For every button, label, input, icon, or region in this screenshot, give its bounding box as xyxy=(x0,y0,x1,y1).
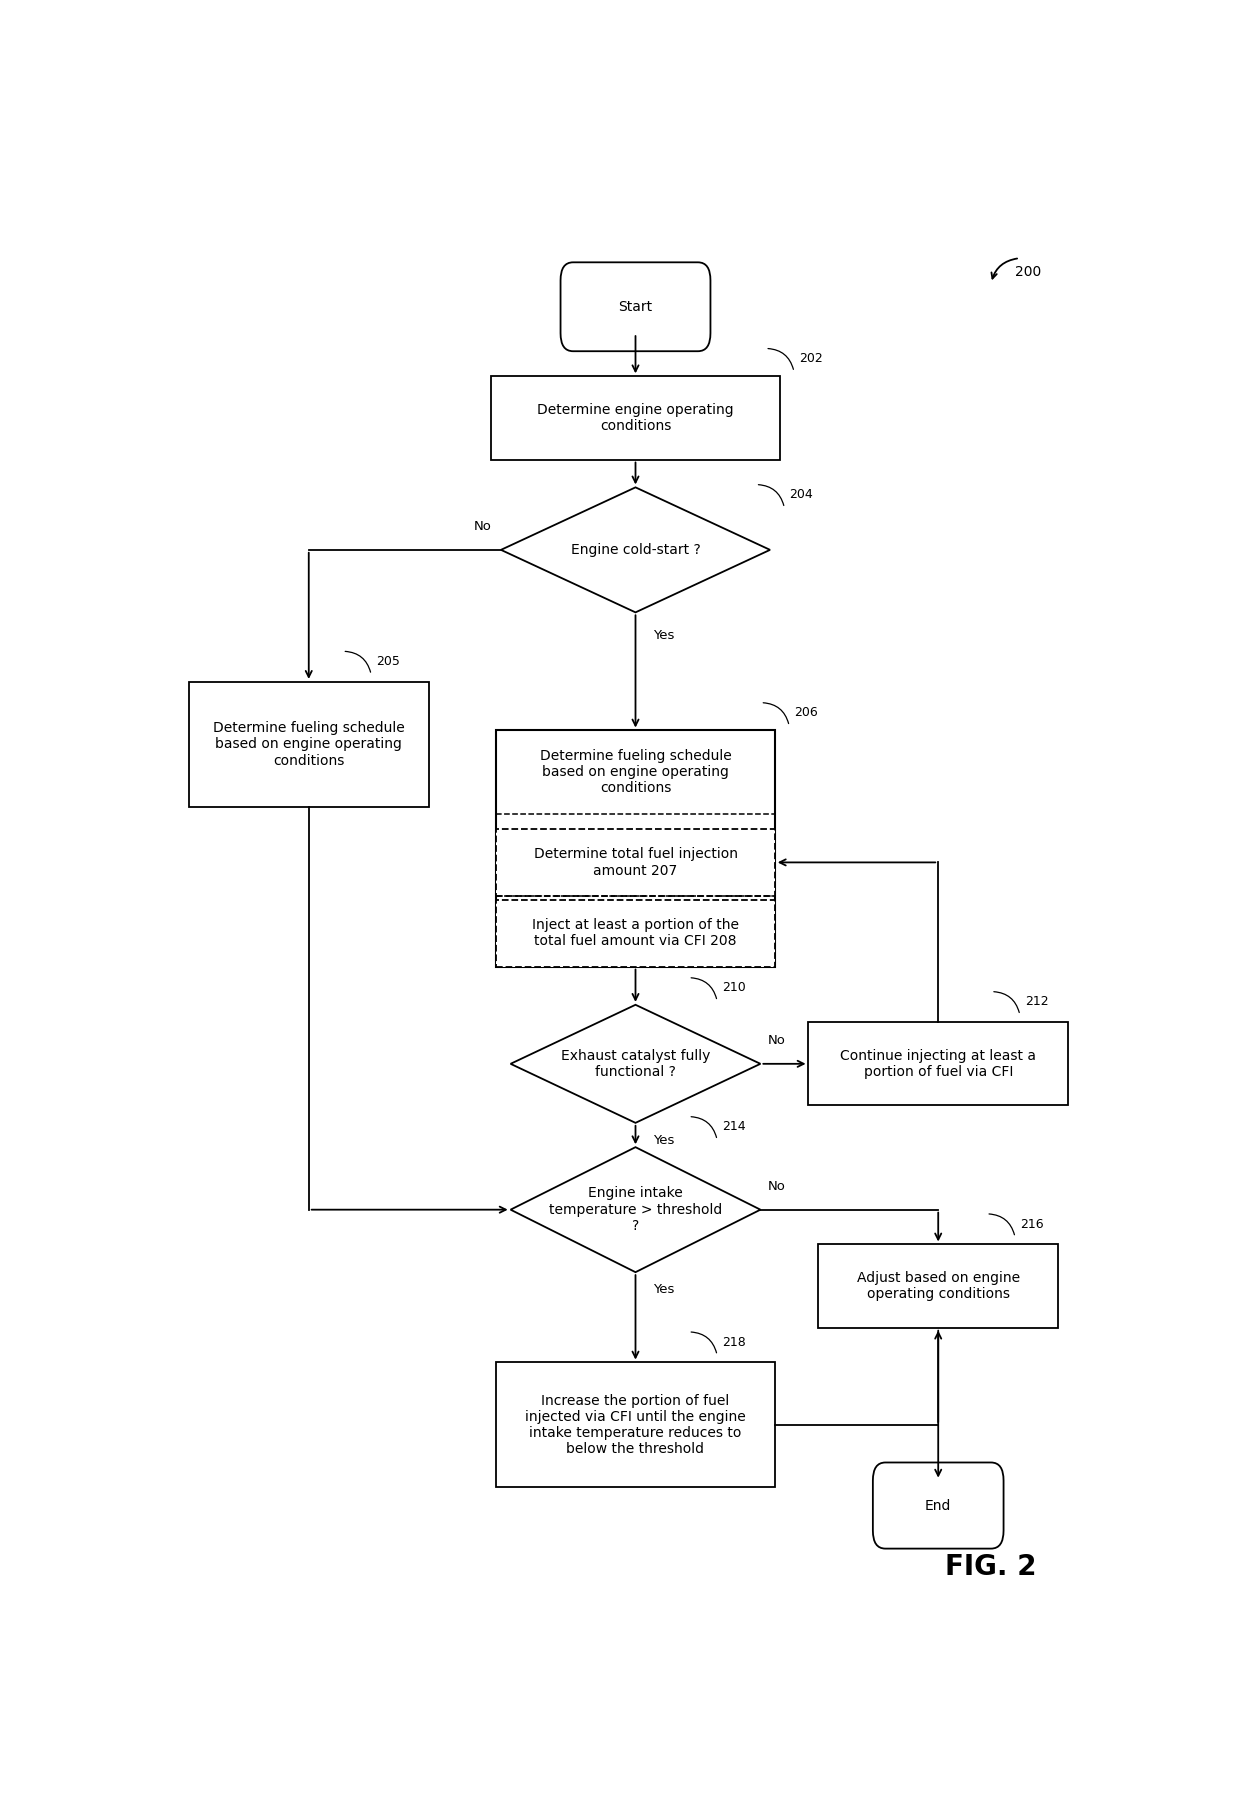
Text: 210: 210 xyxy=(722,981,745,994)
Text: Determine fueling schedule
based on engine operating
conditions: Determine fueling schedule based on engi… xyxy=(213,722,404,767)
Text: 200: 200 xyxy=(1016,265,1042,280)
Text: Engine cold-start ?: Engine cold-start ? xyxy=(570,543,701,557)
Text: No: No xyxy=(474,520,491,534)
Polygon shape xyxy=(511,1005,760,1122)
FancyBboxPatch shape xyxy=(560,262,711,352)
Polygon shape xyxy=(501,487,770,612)
Text: Start: Start xyxy=(619,299,652,314)
FancyBboxPatch shape xyxy=(873,1463,1003,1548)
Text: 216: 216 xyxy=(1019,1218,1044,1230)
Text: Adjust based on engine
operating conditions: Adjust based on engine operating conditi… xyxy=(857,1272,1019,1301)
Text: Yes: Yes xyxy=(652,630,675,642)
Text: 206: 206 xyxy=(794,707,818,720)
Bar xyxy=(491,377,780,460)
Bar xyxy=(496,1362,775,1488)
Text: 204: 204 xyxy=(789,489,813,502)
Text: Yes: Yes xyxy=(652,1135,675,1147)
Text: Determine engine operating
conditions: Determine engine operating conditions xyxy=(537,402,734,433)
Text: 205: 205 xyxy=(376,655,401,667)
Text: Continue injecting at least a
portion of fuel via CFI: Continue injecting at least a portion of… xyxy=(841,1048,1037,1079)
Text: Inject at least a portion of the
total fuel amount via CFI 208: Inject at least a portion of the total f… xyxy=(532,918,739,949)
Text: 218: 218 xyxy=(722,1335,745,1349)
Bar xyxy=(496,900,775,967)
Bar xyxy=(188,682,429,806)
Text: No: No xyxy=(768,1180,786,1192)
Polygon shape xyxy=(511,1147,760,1272)
Text: Exhaust catalyst fully
functional ?: Exhaust catalyst fully functional ? xyxy=(560,1048,711,1079)
Text: 202: 202 xyxy=(799,352,822,364)
Text: 212: 212 xyxy=(1024,996,1048,1008)
Text: 214: 214 xyxy=(722,1120,745,1133)
Bar xyxy=(818,1245,1058,1328)
Bar xyxy=(496,830,775,897)
Text: Determine total fuel injection
amount 207: Determine total fuel injection amount 20… xyxy=(533,848,738,877)
Bar xyxy=(808,1023,1068,1106)
Text: No: No xyxy=(768,1034,786,1046)
Text: Engine intake
temperature > threshold
?: Engine intake temperature > threshold ? xyxy=(549,1187,722,1232)
Bar xyxy=(496,731,775,967)
Text: FIG. 2: FIG. 2 xyxy=(945,1553,1037,1580)
Text: Yes: Yes xyxy=(652,1283,675,1297)
Text: Increase the portion of fuel
injected via CFI until the engine
intake temperatur: Increase the portion of fuel injected vi… xyxy=(525,1394,746,1456)
Text: Determine fueling schedule
based on engine operating
conditions: Determine fueling schedule based on engi… xyxy=(539,749,732,796)
Text: End: End xyxy=(925,1499,951,1512)
